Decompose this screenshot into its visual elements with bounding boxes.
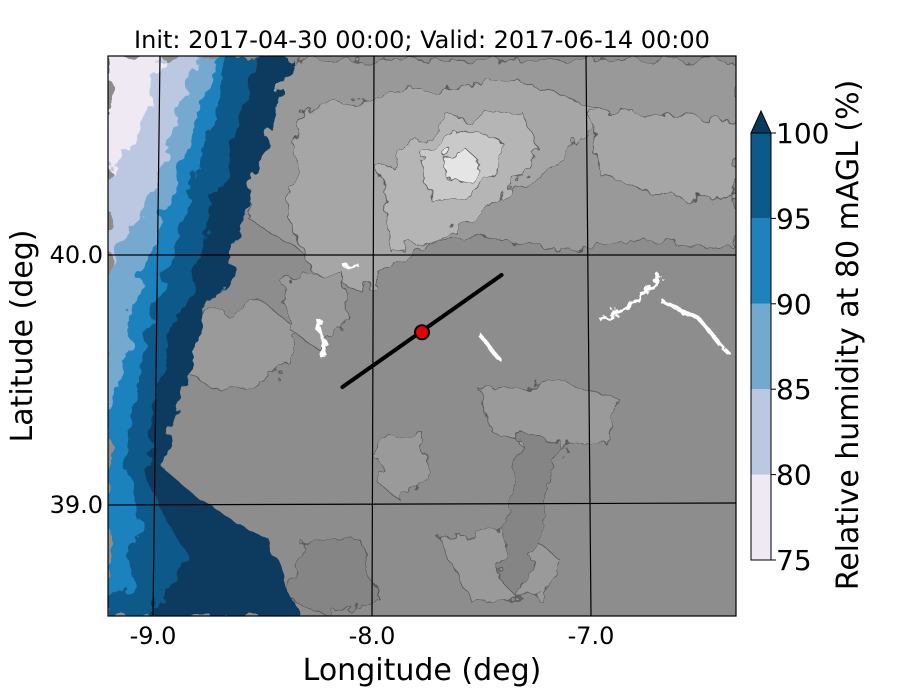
colorbar-segment [751,389,771,475]
terrain-patch [289,539,381,616]
colorbar-tick-label: 85 [776,373,812,406]
colorbar-tick-label: 90 [776,288,812,321]
valley-line [318,319,327,361]
terrain-patch [589,109,736,201]
colorbar-segment [751,474,771,560]
grid-lat-39 [108,502,736,506]
valley-line [599,273,662,322]
colorbar-label: Relative humidity at 80 mAGL (%) [831,80,866,591]
grid-lon--7 [585,56,592,616]
colorbar-segment [751,303,771,390]
valley-line [478,333,502,362]
y-axis-label: Latitude (deg) [5,230,40,443]
colorbar-tick-label: 100 [776,117,829,150]
valley-line [344,264,361,270]
terrain-patch [444,147,479,183]
colorbar-tick-label: 95 [776,202,812,235]
grid-lon--9 [152,56,161,616]
terrain-patch [374,429,431,501]
y-tick-label: 40.0 [50,241,103,269]
x-tick-label: -8.0 [349,622,396,650]
humidity-field [108,56,300,616]
map-frame [107,55,737,617]
humidity-band-below-75 [108,56,160,170]
site-marker [414,324,430,341]
grid-lon--8 [371,56,375,616]
x-tick-label: -9.0 [130,622,177,650]
map-panel [108,56,736,616]
x-tick-label: -7.0 [568,622,615,650]
gridlines [108,56,736,616]
map-title: Init: 2017-04-30 00:00; Valid: 2017-06-1… [134,26,710,54]
river-valleys [318,264,727,362]
colorbar-segment [751,218,771,304]
y-tick-label: 39.0 [50,491,103,519]
valley-line [659,298,727,352]
terrain-patch [479,379,621,451]
colorbar: 75 80 85 90 95 100 [750,109,829,577]
terrain-contours [169,59,736,616]
colorbar-tick-label: 80 [776,459,812,492]
colorbar-extend-arrow [750,109,772,134]
x-axis-label: Longitude (deg) [303,653,542,688]
colorbar-frame [750,132,772,561]
terrain-patch [499,429,561,601]
terrain-patch [279,269,351,351]
colorbar-tick-label: 75 [776,544,812,577]
colorbar-segment [751,133,771,219]
